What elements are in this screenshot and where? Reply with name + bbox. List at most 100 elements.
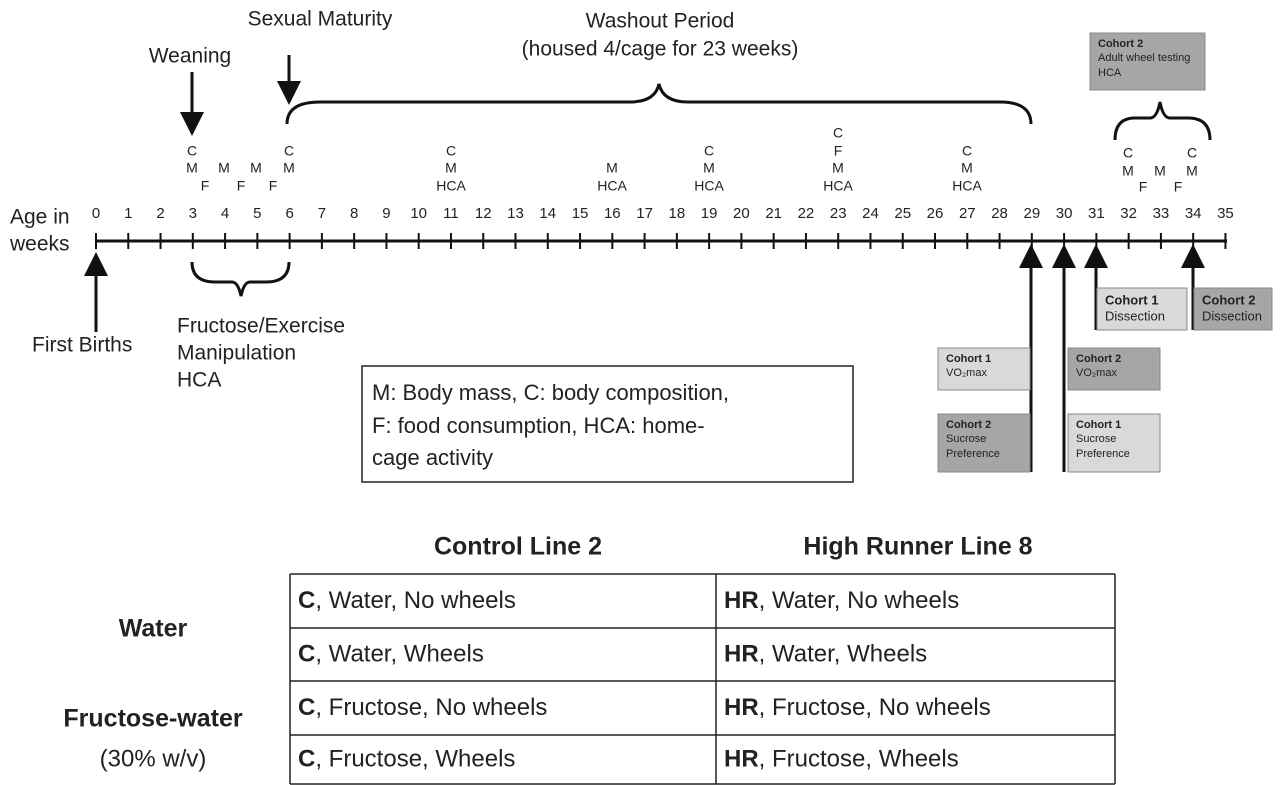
cohort-text: Sucrose [946,433,986,445]
tick-label: 31 [1088,205,1105,222]
cell-text: , Fructose, Wheels [759,746,959,773]
tick-label: 9 [382,205,390,222]
cohort-box [937,413,1031,473]
column-header: Control Line 2 [434,533,602,561]
measure-label: M [186,160,198,176]
measure-label: F [201,178,210,194]
event-label: Washout Period [586,10,735,33]
cell-text: , Fructose, Wheels [315,746,515,773]
tick-label: 5 [253,205,261,222]
tick-label: 16 [604,205,621,222]
tick-label: 2 [156,205,164,222]
tick-label: 30 [1056,205,1073,222]
cell-text: , Fructose, No wheels [315,694,547,721]
axis-label: weeks [9,233,70,256]
measure-label: C [704,143,714,159]
tick-label: 24 [862,205,879,222]
cohort-text: Dissection [1202,308,1262,323]
measure-label: F [1139,179,1148,195]
tick-label: 14 [539,205,556,222]
tick-label: 13 [507,205,524,222]
cell-bold: HR [724,746,759,773]
cell-bold: C [298,694,315,721]
legend-box [361,365,854,483]
column-header: High Runner Line 8 [803,533,1032,561]
cohort-box [937,347,1031,391]
cell-text: , Water, No wheels [315,587,516,614]
cell-bold: HR [724,587,759,614]
cohort-title: Cohort 2 [1202,292,1255,307]
measure-label: M [832,160,844,176]
row-label: Water [119,615,188,643]
event-note: (housed 4/cage for 23 weeks) [522,38,799,61]
measure-label: HCA [823,178,853,194]
cohort-box [1089,32,1206,91]
table-cell: C, Fructose, Wheels [298,746,515,773]
legend-text: cage activity [372,445,493,470]
tick-label: 22 [798,205,815,222]
measure-label: HCA [597,178,627,194]
legend-text: F: food consumption, HCA: home- [372,413,705,438]
cohort-title: Cohort 1 [946,353,991,365]
table-cell: HR, Fructose, No wheels [724,694,991,721]
tick-label: 20 [733,205,750,222]
cell-text: , Water, Wheels [315,641,484,668]
table-cell: C, Water, No wheels [298,587,516,614]
event-label: Weaning [149,45,232,68]
tick-label: 8 [350,205,358,222]
measure-label: C [962,143,972,159]
table-cell: HR, Water, Wheels [724,641,927,668]
table-cell: HR, Water, No wheels [724,587,959,614]
tick-label: 0 [92,205,100,222]
measure-label: M [961,160,973,176]
cell-text: , Water, Wheels [759,641,928,668]
cohort-text: Preference [946,448,1000,460]
event-label: First Births [32,334,132,357]
tick-label: 21 [765,205,782,222]
tick-label: 35 [1217,205,1234,222]
cell-bold: C [298,587,315,614]
tick-label: 29 [1023,205,1040,222]
measure-label: M [1186,163,1198,179]
cohort-title: Cohort 1 [1076,419,1121,431]
measure-label: F [1174,179,1183,195]
measure-label: C [1187,145,1197,161]
measure-label: C [833,125,843,141]
cohort-text: Sucrose [1076,433,1116,445]
measure-label: M [218,160,230,176]
row-note: (30% w/v) [100,745,207,772]
tick-label: 15 [572,205,589,222]
cohort-title: Cohort 1 [1105,292,1158,307]
cell-bold: HR [724,694,759,721]
tick-label: 28 [991,205,1008,222]
cohort-title: Cohort 2 [946,419,991,431]
measure-label: C [187,143,197,159]
event-label: HCA [177,369,221,392]
tick-label: 25 [894,205,911,222]
measure-label: F [269,178,278,194]
event-label: Fructose/Exercise [177,315,345,338]
cohort-box [1067,347,1161,391]
measure-label: F [237,178,246,194]
cohort-text: Preference [1076,448,1130,460]
tick-label: 7 [318,205,326,222]
measure-label: HCA [694,178,724,194]
tick-label: 11 [443,205,459,222]
tick-label: 17 [636,205,653,222]
cell-text: , Water, No wheels [759,587,960,614]
tick-label: 19 [701,205,718,222]
measure-label: HCA [436,178,466,194]
tick-label: 3 [189,205,197,222]
cell-bold: C [298,746,315,773]
event-label: Manipulation [177,342,296,365]
tick-label: 23 [830,205,847,222]
tick-label: 4 [221,205,229,222]
event-label: Sexual Maturity [248,8,393,31]
cohort-title: Cohort 2 [1098,38,1143,50]
measure-label: M [1154,163,1166,179]
tick-label: 26 [927,205,944,222]
measure-label: HCA [952,178,982,194]
tick-label: 6 [285,205,293,222]
cohort-text: VO₂max [946,367,987,379]
